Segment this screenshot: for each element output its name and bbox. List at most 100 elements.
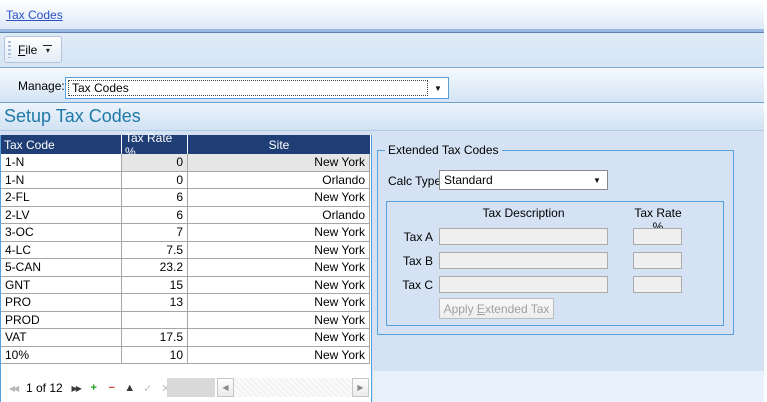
grid-cell-site[interactable]: New York: [188, 329, 370, 347]
grid-cell-rate[interactable]: 0: [122, 171, 188, 189]
calc-type-dropdown-icon[interactable]: ▼: [593, 175, 601, 185]
grid-cell-site[interactable]: Orlando: [188, 171, 370, 189]
toolbar-grip-icon[interactable]: [8, 41, 11, 58]
manage-label: Manage:: [18, 79, 65, 93]
grid-cell-site[interactable]: New York: [188, 154, 370, 172]
grid-cell-rate[interactable]: 15: [122, 276, 188, 294]
column-header-site[interactable]: Site: [268, 137, 290, 152]
grid-cell-site[interactable]: Orlando: [188, 206, 370, 224]
table-row[interactable]: VAT 17.5 New York: [1, 329, 370, 347]
grid-cell-site[interactable]: New York: [188, 224, 370, 242]
grid-cell-rate[interactable]: 10: [122, 346, 188, 364]
bottom-strip: [373, 371, 764, 402]
breadcrumb: Tax Codes: [0, 0, 764, 29]
manage-combobox-value: Tax Codes: [72, 81, 129, 95]
page-title-band: Setup Tax Codes: [0, 102, 764, 131]
tax-description-input[interactable]: [439, 276, 608, 293]
grid-cell-site[interactable]: New York: [188, 241, 370, 259]
grid-cell-code[interactable]: 3-OC: [1, 224, 122, 242]
grid-cell-site[interactable]: New York: [188, 346, 370, 364]
table-row[interactable]: 2-LV 6 Orlando: [1, 206, 370, 224]
tax-description-input[interactable]: [439, 228, 608, 245]
manage-combobox-focus: Tax Codes: [68, 80, 428, 96]
record-count-label: 1 of 12: [26, 381, 63, 395]
tax-rate-input[interactable]: [633, 276, 682, 293]
grid-cell-site[interactable]: New York: [188, 276, 370, 294]
grid-cell-rate[interactable]: 6: [122, 206, 188, 224]
apply-extended-tax-button[interactable]: Apply Extended Tax: [439, 298, 554, 319]
cancel-edit-button: ✕: [161, 382, 171, 395]
tax-row-label: Tax C: [402, 278, 433, 292]
table-row[interactable]: 3-OC 7 New York: [1, 224, 370, 242]
tax-rate-input[interactable]: [633, 228, 682, 245]
column-header-rate[interactable]: Tax Rate %: [122, 131, 188, 159]
file-menu-button[interactable]: File ▾: [4, 36, 62, 63]
tax-rate-input[interactable]: [633, 252, 682, 269]
calc-type-value: Standard: [444, 173, 493, 187]
record-navigator: ◀◀ 1 of 12 ▶▶ + − ▲ ✓ ✕ ◀ ▶: [1, 377, 371, 399]
file-menu-mnemonic: F: [18, 42, 26, 57]
tax-description-input[interactable]: [439, 252, 608, 269]
breadcrumb-divider: [0, 29, 764, 33]
tax-codes-grid: Tax Code Tax Rate % Site 1-N 0 New York 1-N 0 O…: [1, 131, 370, 364]
table-row[interactable]: 5-CAN 23.2 New York: [1, 259, 370, 277]
manage-dropdown-icon[interactable]: ▼: [434, 83, 442, 93]
tax-rate-header: Tax Rate %: [634, 206, 682, 234]
column-header-code[interactable]: Tax Code: [1, 135, 122, 154]
grid-cell-rate[interactable]: 17.5: [122, 329, 188, 347]
content-area: Tax Code Tax Rate % Site 1-N 0 New York 1-N 0 O…: [0, 131, 764, 402]
grid-cell-rate[interactable]: 7: [122, 224, 188, 242]
grid-header-row: Tax Code Tax Rate % Site: [1, 131, 370, 159]
grid-cell-code[interactable]: VAT: [1, 329, 122, 347]
grid-cell-code[interactable]: GNT: [1, 276, 122, 294]
edit-row-button[interactable]: ▲: [124, 382, 136, 394]
table-row[interactable]: 10% 10 New York: [1, 346, 370, 364]
grid-cell-site[interactable]: New York: [188, 311, 370, 329]
table-row[interactable]: PRO 13 New York: [1, 294, 370, 312]
table-row[interactable]: 1-N 0 Orlando: [1, 171, 370, 189]
toolbar-separator: [0, 67, 764, 68]
scrollbar-left-button[interactable]: ◀: [217, 378, 234, 397]
delete-row-button[interactable]: −: [108, 382, 115, 394]
grid-cell-code[interactable]: 5-CAN: [1, 259, 122, 277]
grid-cell-rate[interactable]: 23.2: [122, 259, 188, 277]
grid-cell-rate[interactable]: 0: [122, 154, 188, 172]
manage-combobox[interactable]: Tax Codes ▼: [65, 77, 449, 99]
table-row[interactable]: 4-LC 7.5 New York: [1, 241, 370, 259]
horizontal-scrollbar-thumb[interactable]: [167, 378, 215, 397]
scrollbar-right-button[interactable]: ▶: [352, 378, 369, 397]
grid-cell-code[interactable]: 10%: [1, 346, 122, 364]
grid-cell-code[interactable]: 1-N: [1, 171, 122, 189]
grid-cell-site[interactable]: New York: [188, 189, 370, 207]
grid-cell-rate[interactable]: [122, 311, 188, 329]
breadcrumb-link-tax-codes[interactable]: Tax Codes: [6, 8, 63, 22]
table-row[interactable]: PROD New York: [1, 311, 370, 329]
horizontal-scrollbar-track[interactable]: [234, 378, 352, 397]
grid-cell-rate[interactable]: 6: [122, 189, 188, 207]
table-row[interactable]: 1-N 0 New York: [1, 154, 370, 172]
file-menu-label: File: [18, 43, 37, 57]
grid-body: 1-N 0 New York 1-N 0 Orlando 2-FL 6 New York 2-LV…: [1, 154, 370, 364]
tax-description-header: Tax Description: [482, 206, 565, 220]
grid-cell-code[interactable]: 2-LV: [1, 206, 122, 224]
grid-cell-rate[interactable]: 13: [122, 294, 188, 312]
add-row-button[interactable]: +: [90, 382, 97, 394]
grid-cell-code[interactable]: 4-LC: [1, 241, 122, 259]
first-record-button: ◀◀: [8, 383, 19, 393]
table-row[interactable]: 2-FL 6 New York: [1, 189, 370, 207]
manage-row: Manage: Tax Codes ▼: [0, 68, 764, 102]
grid-cell-code[interactable]: 1-N: [1, 154, 122, 172]
toolbar-overflow-icon[interactable]: ▾: [43, 45, 53, 55]
grid-cell-site[interactable]: New York: [188, 294, 370, 312]
calc-type-combobox[interactable]: Standard ▼: [439, 170, 608, 190]
grid-cell-code[interactable]: 2-FL: [1, 189, 122, 207]
grid-cell-code[interactable]: PRO: [1, 294, 122, 312]
last-record-button[interactable]: ▶▶: [71, 383, 82, 393]
table-row[interactable]: GNT 15 New York: [1, 276, 370, 294]
grid-cell-rate[interactable]: 7.5: [122, 241, 188, 259]
extended-tax-codes-title: Extended Tax Codes: [385, 143, 502, 157]
grid-cell-code[interactable]: PROD: [1, 311, 122, 329]
grid-cell-site[interactable]: New York: [188, 259, 370, 277]
extended-tax-fields-box: Tax Description Tax Rate % Tax A Tax B Tax…: [386, 201, 724, 326]
calc-type-label: Calc Type: [388, 174, 442, 188]
